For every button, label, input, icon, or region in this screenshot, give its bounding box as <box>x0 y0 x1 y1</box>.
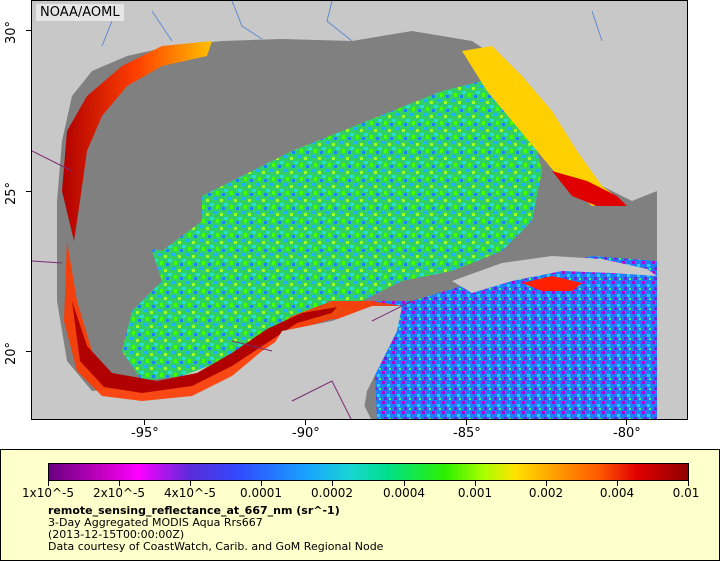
y-tick-30: 30° <box>4 20 19 44</box>
colorbar-tick <box>688 481 689 486</box>
x-tick-mark-90 <box>305 420 306 425</box>
colorbar-tick <box>617 481 618 486</box>
legend-product: 3-Day Aggregated MODIS Aqua Rrs667 <box>48 516 263 529</box>
colorbar-tick <box>261 481 262 486</box>
colorbar-label: 0.002 <box>528 486 564 500</box>
y-tick-mark-30 <box>26 30 31 31</box>
y-tick-mark-20 <box>26 351 31 352</box>
gulf-data-swath <box>152 81 542 311</box>
florida-shelf-turbid <box>462 46 622 206</box>
florida-land <box>492 1 657 171</box>
gulf-gray-gap-west <box>92 91 202 251</box>
x-tick-mark-95 <box>144 420 145 425</box>
colorbar-tick <box>404 481 405 486</box>
x-tick-85: -85° <box>453 426 481 441</box>
colorbar-label: 0.004 <box>599 486 635 500</box>
colorbar-tick <box>332 481 333 486</box>
colorbar-label: 4x10^-5 <box>163 486 217 500</box>
colorbar-tick <box>546 481 547 486</box>
credit-label: NOAA/AOML <box>36 4 124 21</box>
colorbar-tick <box>119 481 120 486</box>
x-tick-80: -80° <box>613 426 641 441</box>
colorbar-label: 0.0002 <box>311 486 353 500</box>
colorbar-label: 0.0004 <box>383 486 425 500</box>
colorbar-label: 0.001 <box>457 486 493 500</box>
reflectance-map[interactable] <box>32 1 688 420</box>
y-tick-25: 25° <box>4 181 19 205</box>
colorbar-label: 0.0001 <box>240 486 282 500</box>
colorbar-tick <box>190 481 191 486</box>
cuba-land <box>452 256 657 293</box>
legend-variable-name: remote_sensing_reflectance_at_667_nm (sr… <box>48 504 340 517</box>
legend-source: Data courtesy of CoastWatch, Carib. and … <box>48 540 384 553</box>
colorbar-label: 2x10^-5 <box>92 486 146 500</box>
x-tick-mark-80 <box>626 420 627 425</box>
colorbar-label: 0.01 <box>672 486 700 500</box>
campeche-data <box>122 281 352 381</box>
gulf-gray-gap-north <box>242 71 392 131</box>
map-panel[interactable]: NOAA/AOML <box>31 0 688 420</box>
colorbar-tick <box>48 481 49 486</box>
mexico-coast-turbid <box>64 241 402 401</box>
x-tick-95: -95° <box>131 426 159 441</box>
caribbean-water <box>372 256 657 419</box>
y-tick-mark-25 <box>26 191 31 192</box>
florida-shelf-red <box>552 171 627 206</box>
x-tick-mark-85 <box>466 420 467 425</box>
colorbar <box>48 463 689 481</box>
y-tick-20: 20° <box>4 341 19 365</box>
x-tick-90: -90° <box>292 426 320 441</box>
river-lines <box>101 1 603 47</box>
texas-coast-turbid <box>62 41 212 241</box>
colorbar-label: 1x10^-5 <box>21 486 75 500</box>
legend-time: (2013-12-15T00:00:00Z) <box>48 528 185 541</box>
political-borders <box>32 150 413 419</box>
colorbar-tick <box>475 481 476 486</box>
yucatan-land <box>252 306 402 419</box>
cuba-coast-red <box>522 276 582 291</box>
mexico-coast-inner <box>72 301 337 393</box>
